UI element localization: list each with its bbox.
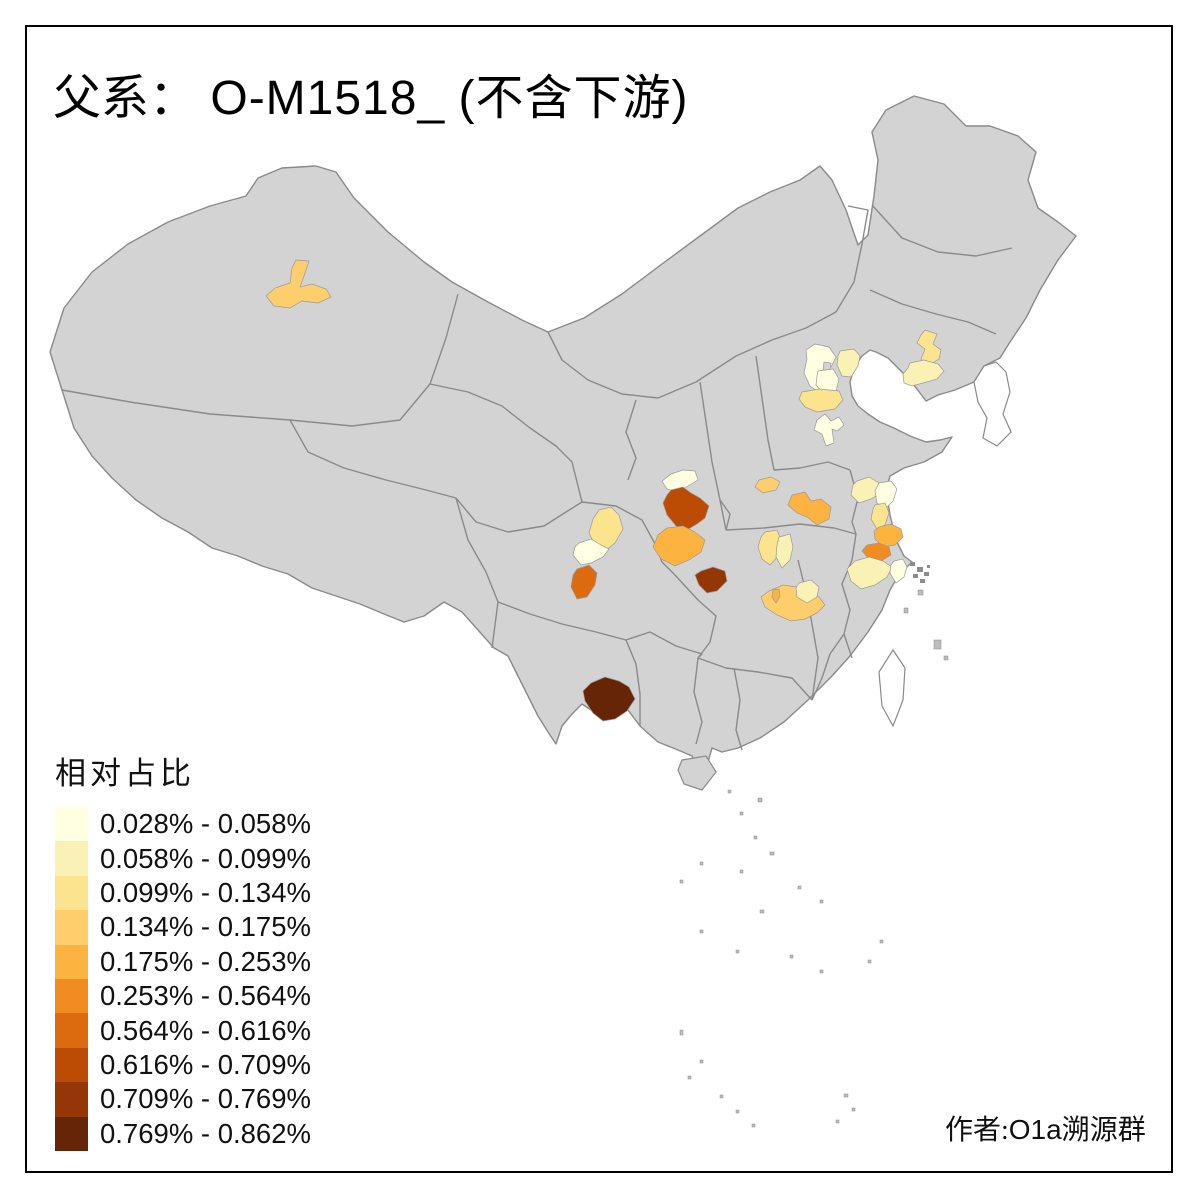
legend-row: 0.099% - 0.134% bbox=[55, 875, 311, 911]
legend-row: 0.616% - 0.709% bbox=[55, 1047, 311, 1083]
prefecture-yunnan-southeast bbox=[582, 676, 636, 722]
attribution: 作者:O1a溯源群 bbox=[945, 1108, 1146, 1148]
prefecture-hunan-notch bbox=[771, 588, 781, 604]
highlighted-prefectures bbox=[265, 259, 945, 722]
legend-row: 0.769% - 0.862% bbox=[55, 1116, 311, 1151]
prefecture-shaanxi-center bbox=[662, 486, 710, 531]
legend-label: 0.058% - 0.099% bbox=[100, 842, 311, 874]
legend-row: 0.253% - 0.564% bbox=[55, 978, 311, 1014]
offshore-islets bbox=[679, 589, 949, 1128]
prefecture-tianjin-north bbox=[836, 348, 861, 378]
legend-row: 0.709% - 0.769% bbox=[55, 1082, 311, 1117]
prefecture-sichuan-center bbox=[572, 538, 610, 566]
legend-label: 0.253% - 0.564% bbox=[100, 980, 311, 1012]
prefecture-jiangsu-mid bbox=[873, 523, 904, 548]
prefecture-jiangsu-south bbox=[846, 556, 893, 590]
prefecture-cangzhou bbox=[798, 388, 844, 413]
title-prefix: 父系： bbox=[53, 72, 198, 125]
legend-row: 0.175% - 0.253% bbox=[55, 944, 311, 979]
legend-label: 0.616% - 0.709% bbox=[100, 1048, 311, 1080]
hainan-island bbox=[677, 755, 717, 791]
shanghai-estuary-islands bbox=[910, 562, 930, 583]
legend-label: 0.028% - 0.058% bbox=[100, 808, 311, 840]
attribution-latin: O1a bbox=[1008, 1114, 1062, 1145]
legend-swatch-9 bbox=[55, 1082, 88, 1117]
prefecture-henan-west bbox=[754, 476, 781, 494]
taiwan-island bbox=[878, 648, 906, 728]
prefecture-xinjiang-prefecture bbox=[265, 259, 332, 309]
legend-row: 0.058% - 0.099% bbox=[55, 841, 311, 876]
legend-swatch-6 bbox=[55, 978, 88, 1014]
legend-swatch-10 bbox=[55, 1116, 88, 1151]
map-title: 父系： O-M1518_ (不含下游) bbox=[53, 58, 688, 128]
legend-label: 0.099% - 0.134% bbox=[100, 876, 311, 908]
legend-swatch-8 bbox=[55, 1047, 88, 1083]
legend-label: 0.134% - 0.175% bbox=[100, 911, 311, 943]
prefecture-hebei-south bbox=[813, 413, 845, 447]
legend-row: 0.134% - 0.175% bbox=[55, 910, 311, 945]
prefecture-liaoning-coast bbox=[902, 359, 945, 387]
title-haplogroup-code: O-M1518_ bbox=[210, 72, 446, 125]
korea-peninsula-shape bbox=[973, 361, 1012, 447]
legend-title: 相对占比 bbox=[55, 756, 195, 791]
legend-label: 0.564% - 0.616% bbox=[100, 1014, 311, 1046]
province-borders bbox=[61, 204, 1013, 751]
prefecture-hubei-north-east bbox=[775, 533, 794, 569]
legend-label: 0.769% - 0.862% bbox=[100, 1117, 311, 1149]
prefecture-chongqing-east bbox=[694, 566, 728, 594]
attribution-post: 溯源群 bbox=[1061, 1115, 1146, 1146]
prefecture-shaanxi-south bbox=[652, 525, 706, 567]
china-mainland-shape bbox=[49, 95, 1077, 769]
legend-swatch-1 bbox=[55, 807, 88, 842]
legend: 相对占比 0.028% - 0.058% 0.058% - 0.099% 0.099… bbox=[55, 748, 311, 1151]
prefecture-henan-east bbox=[787, 491, 832, 526]
legend-swatch-5 bbox=[55, 944, 88, 979]
legend-row: 0.564% - 0.616% bbox=[55, 1013, 311, 1048]
legend-swatch-3 bbox=[55, 875, 88, 911]
legend-swatch-7 bbox=[55, 1013, 88, 1048]
legend-swatch-4 bbox=[55, 910, 88, 945]
title-suffix: (不含下游) bbox=[458, 72, 689, 125]
prefecture-shaanxi-north bbox=[661, 469, 699, 493]
prefecture-hunan-northeast bbox=[795, 579, 820, 604]
legend-label: 0.709% - 0.769% bbox=[100, 1083, 311, 1115]
prefecture-jiangsu-north bbox=[850, 476, 882, 504]
legend-swatch-2 bbox=[55, 841, 88, 876]
legend-rows: 0.028% - 0.058% 0.058% - 0.099% 0.099% - 0… bbox=[55, 807, 311, 1151]
attribution-pre: 作者: bbox=[945, 1115, 1009, 1146]
legend-label: 0.175% - 0.253% bbox=[100, 945, 311, 977]
legend-row: 0.028% - 0.058% bbox=[55, 807, 311, 842]
prefecture-jiangsu-northeast bbox=[874, 480, 898, 510]
prefecture-sichuan-north bbox=[588, 506, 624, 552]
prefecture-shanghai-west bbox=[889, 558, 908, 584]
prefecture-sichuan-south bbox=[570, 564, 598, 600]
prefecture-nanjing-area bbox=[861, 542, 892, 562]
